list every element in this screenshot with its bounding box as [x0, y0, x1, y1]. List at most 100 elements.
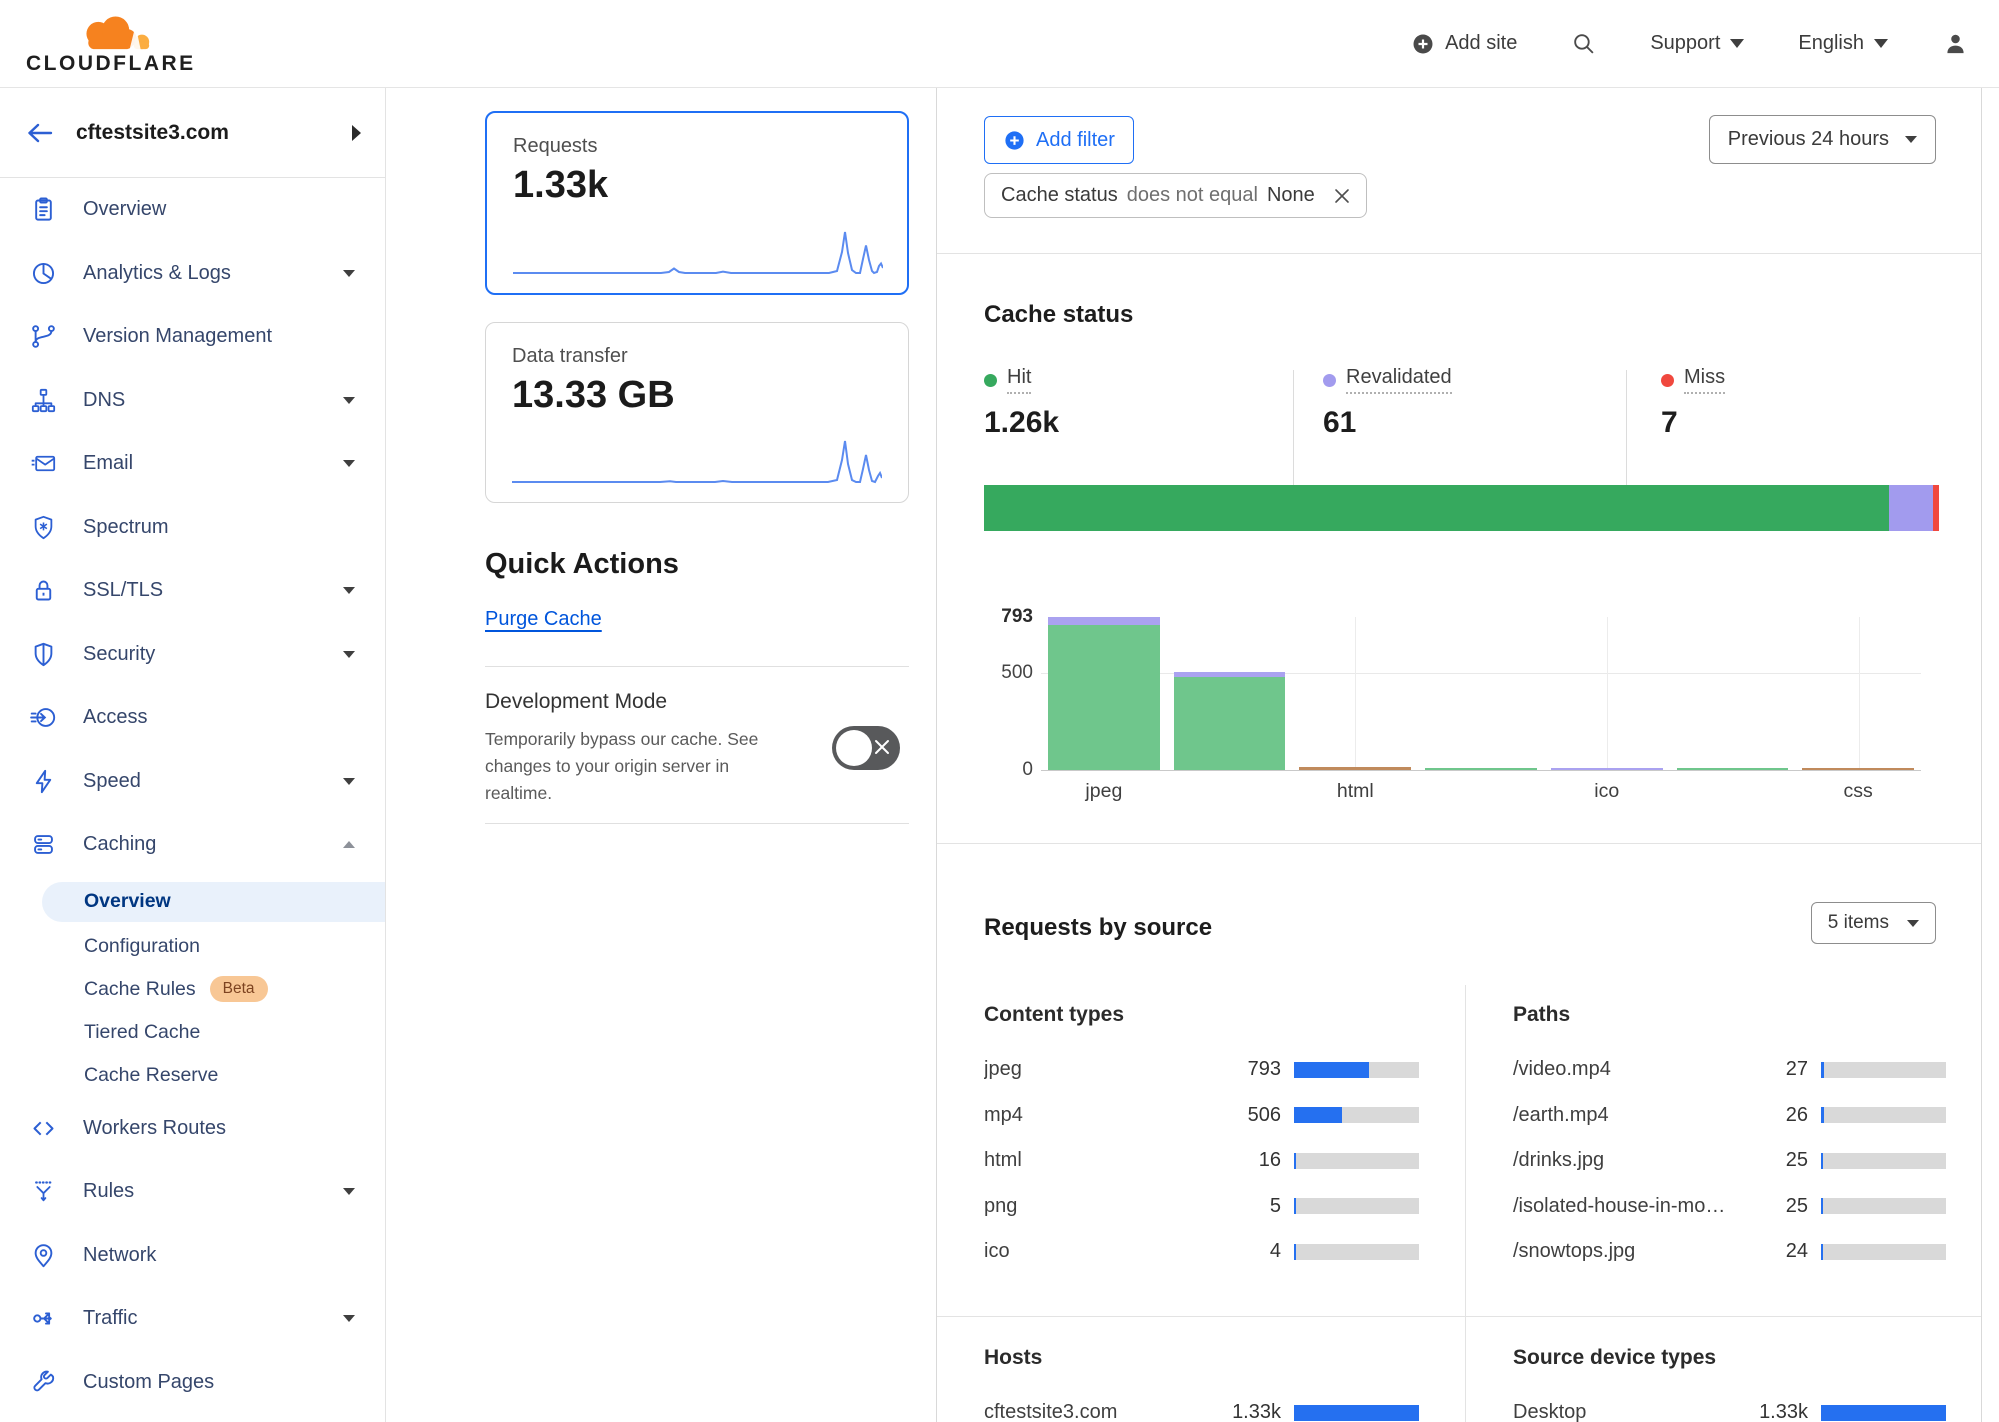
summary-column: Requests 1.33k Data transfer 13.33 GB Qu… [386, 88, 936, 1422]
site-name: cftestsite3.com [76, 120, 229, 144]
back-arrow-icon[interactable] [26, 121, 54, 145]
site-selector[interactable]: cftestsite3.com [0, 88, 385, 178]
miss-segment [1933, 485, 1939, 531]
x-tick [1670, 780, 1796, 803]
git-branch-icon [30, 323, 57, 350]
submenu-item-cache-reserve[interactable]: Cache Reserve [84, 1063, 219, 1086]
sidebar-item-overview[interactable]: Overview [0, 178, 385, 242]
hit-segment [984, 485, 1890, 531]
search-button[interactable] [1571, 31, 1596, 56]
sidebar-item-version-management[interactable]: Version Management [0, 305, 385, 369]
table-row: html 16 [984, 1138, 1419, 1184]
add-site-button[interactable]: Add site [1411, 32, 1517, 56]
bar-ico [1544, 617, 1670, 770]
table-row: /isolated-house-in-mo… 25 [1513, 1184, 1946, 1230]
support-label: Support [1650, 32, 1721, 54]
data-transfer-card-title: Data transfer [512, 345, 628, 367]
submenu-item-overview[interactable]: Overview [42, 881, 385, 922]
user-icon [1947, 34, 1964, 54]
branching-arrows-icon [30, 1305, 57, 1332]
caching-submenu: Overview Configuration Cache Rules Beta … [0, 881, 385, 1097]
chart-bars [1041, 617, 1921, 770]
sidebar-item-spectrum[interactable]: Spectrum [0, 496, 385, 560]
divider [1626, 370, 1627, 488]
filter-chip[interactable]: Cache status does not equal None [984, 173, 1367, 218]
chevron-down-icon [1905, 136, 1917, 143]
sidebar-item-security[interactable]: Security [0, 623, 385, 687]
add-filter-button[interactable]: Add filter [984, 116, 1134, 164]
beta-badge: Beta [209, 976, 268, 1002]
table-row: Desktop 1.33k [1513, 1390, 1946, 1422]
revalidated-value: 61 [1323, 406, 1357, 439]
sidebar-item-dns[interactable]: DNS [0, 369, 385, 433]
sidebar-item-workers-routes[interactable]: Workers Routes [0, 1097, 385, 1161]
time-range-label: Previous 24 hours [1727, 128, 1889, 150]
requests-metric-card[interactable]: Requests 1.33k [485, 111, 909, 295]
sidebar-item-custom-pages[interactable]: Custom Pages [0, 1351, 385, 1415]
development-mode-description: Temporarily bypass our cache. See change… [485, 729, 759, 803]
miss-value: 7 [1661, 406, 1678, 439]
stat-revalidated: Revalidated 61 [1323, 366, 1452, 440]
toggle-knob [836, 730, 872, 766]
plus-circle-icon [1005, 130, 1024, 150]
remove-filter-button[interactable] [1332, 186, 1352, 206]
cache-status-column-chart [1041, 617, 1921, 771]
lightning-icon [30, 768, 57, 795]
gridline-vertical [1858, 617, 1860, 770]
revalidated-legend-dot [1323, 373, 1336, 387]
gridline-vertical [1606, 617, 1608, 770]
requests-card-title: Requests [513, 135, 598, 157]
data-transfer-metric-card[interactable]: Data transfer 13.33 GB [485, 322, 909, 503]
wrench-icon [30, 1369, 57, 1396]
purge-cache-link[interactable]: Purge Cache [485, 608, 602, 630]
chevron-right-icon[interactable] [352, 124, 361, 141]
header-nav: Add site Support English [1411, 30, 1969, 57]
sidebar-item-email[interactable]: Email [0, 432, 385, 496]
revalidated-label: Revalidated [1346, 366, 1452, 394]
development-mode-toggle[interactable] [832, 726, 900, 770]
lock-icon [30, 577, 57, 604]
sidebar-item-analytics-logs[interactable]: Analytics & Logs [0, 242, 385, 306]
network-tree-icon [30, 387, 57, 414]
hit-value: 1.26k [984, 406, 1060, 439]
cloudflare-wordmark: CLOUDFLARE [26, 52, 196, 75]
submenu-item-configuration[interactable]: Configuration [84, 934, 200, 957]
divider [485, 823, 909, 824]
divider [937, 253, 1981, 254]
sidebar-item-speed[interactable]: Speed [0, 750, 385, 814]
sidebar-item-access[interactable]: Access [0, 686, 385, 750]
chevron-down-icon [343, 587, 355, 595]
bar-other [1670, 617, 1796, 770]
x-axis: jpeg html ico css [1041, 780, 1921, 803]
language-label: English [1798, 32, 1864, 54]
items-count-dropdown[interactable]: 5 items [1810, 902, 1936, 944]
language-menu[interactable]: English [1798, 32, 1888, 55]
toggle-off-x-icon [875, 740, 889, 754]
submenu-item-tiered-cache[interactable]: Tiered Cache [84, 1020, 201, 1043]
mini-bar [1821, 1198, 1946, 1215]
x-tick: ico [1594, 780, 1620, 802]
bar-png [1418, 617, 1544, 770]
chevron-down-icon [343, 269, 355, 277]
sidebar-item-ssl-tls[interactable]: SSL/TLS [0, 559, 385, 623]
requests-sparkline [513, 231, 883, 275]
miss-label: Miss [1684, 366, 1726, 394]
bar-mp4 [1167, 617, 1293, 770]
login-arrow-icon [30, 704, 57, 731]
submenu-item-cache-rules[interactable]: Cache Rules Beta [0, 968, 385, 1011]
mini-bar [1821, 1107, 1946, 1124]
shield-snowflake-icon [30, 514, 57, 541]
cloudflare-logo[interactable]: CLOUDFLARE [26, 11, 196, 76]
pie-chart-icon [30, 260, 57, 287]
sidebar-item-network[interactable]: Network [0, 1224, 385, 1288]
map-pin-icon [30, 1242, 57, 1269]
time-range-dropdown[interactable]: Previous 24 hours [1708, 115, 1936, 164]
sidebar-item-traffic[interactable]: Traffic [0, 1287, 385, 1351]
sidebar-item-rules[interactable]: Rules [0, 1160, 385, 1224]
support-menu[interactable]: Support [1650, 32, 1745, 55]
hit-legend-dot [984, 373, 997, 387]
account-menu[interactable] [1942, 30, 1969, 57]
sidebar-item-caching[interactable]: Caching [0, 813, 385, 877]
mini-bar [1821, 1243, 1946, 1260]
quick-actions-title: Quick Actions [485, 548, 679, 580]
